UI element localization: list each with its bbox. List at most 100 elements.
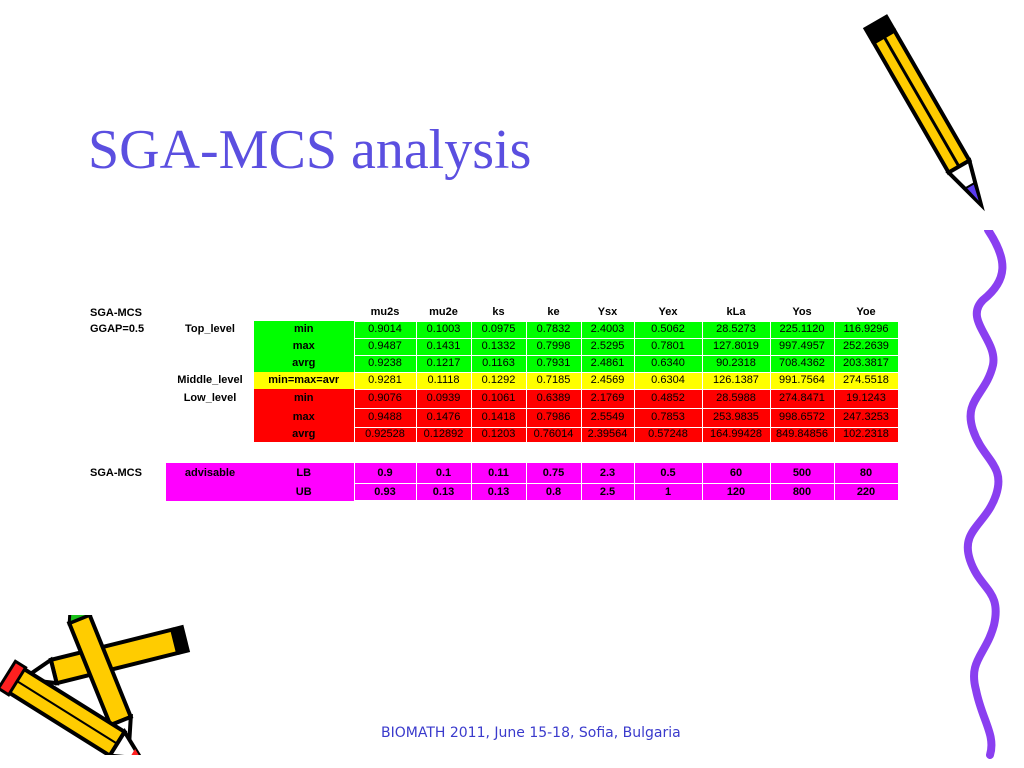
value-cell: 2.4003 <box>580 320 635 339</box>
value-cell: 274.8471 <box>769 388 835 409</box>
pencil-icon <box>862 14 985 212</box>
value-cell: 2.1769 <box>580 388 635 409</box>
value-cell: 0.9076 <box>353 388 417 409</box>
table-row: avrg 0.92528 0.12892 0.1203 0.76014 2.39… <box>82 426 899 443</box>
column-header: kLa <box>726 306 746 319</box>
value-cell: 164.99428 <box>701 426 771 443</box>
value-cell: 274.5518 <box>833 371 899 390</box>
table-row: SGA-MCS advisable LB 0.9 0.1 0.11 0.75 2… <box>82 462 899 484</box>
value-cell: 225.1120 <box>769 320 835 339</box>
slide-footer: BIOMATH 2011, June 15-18, Sofia, Bulgari… <box>381 725 681 741</box>
table-corner-label: SGA-MCS <box>90 306 142 319</box>
value-cell: 0.9 <box>353 462 417 484</box>
value-cell: 2.5 <box>580 483 635 501</box>
value-cell: 19.1243 <box>833 388 899 409</box>
column-header: mu2s <box>370 306 400 319</box>
ggap-label: GGAP=0.5 <box>90 323 145 335</box>
value-cell: 0.9487 <box>353 337 417 356</box>
group-label-middle: Middle_level <box>177 374 243 386</box>
table-row: max 0.9488 0.1476 0.1418 0.7986 2.5549 0… <box>82 407 899 428</box>
value-cell: 247.3253 <box>833 407 899 428</box>
value-cell: 0.1003 <box>415 320 472 339</box>
value-cell: 0.6389 <box>525 388 582 409</box>
value-cell: 0.5 <box>633 462 703 484</box>
value-cell: 116.9296 <box>833 320 899 339</box>
value-cell: 0.1203 <box>470 426 527 443</box>
table-row: GGAP=0.5 Top_level min 0.9014 0.1003 0.0… <box>82 320 899 339</box>
value-cell: 800 <box>769 483 835 501</box>
value-cell: 0.75 <box>525 462 582 484</box>
column-header: ke <box>547 306 560 319</box>
value-cell: 0.1118 <box>415 371 472 390</box>
value-cell: 0.7801 <box>633 337 703 356</box>
value-cell: 252.2639 <box>833 337 899 356</box>
value-cell: 0.76014 <box>525 426 582 443</box>
stat-label: max <box>254 408 354 427</box>
value-cell: 0.4852 <box>633 388 703 409</box>
value-cell: 0.7185 <box>525 371 582 390</box>
column-header: Yex <box>658 306 678 319</box>
value-cell: 0.0939 <box>415 388 472 409</box>
value-cell: 849.84856 <box>769 426 835 443</box>
value-cell: 998.6572 <box>769 407 835 428</box>
value-cell: 0.7986 <box>525 407 582 428</box>
group-label-top: Top_level <box>185 323 235 335</box>
value-cell: 0.7853 <box>633 407 703 428</box>
stat-label: avrg <box>254 427 354 442</box>
value-cell: 0.7998 <box>525 337 582 356</box>
column-header: ks <box>492 306 505 319</box>
value-cell: 0.1061 <box>470 388 527 409</box>
value-cell: 0.57248 <box>633 426 703 443</box>
table-row: Middle_level min=max=avr 0.9281 0.1118 0… <box>82 371 899 390</box>
value-cell: 0.1217 <box>415 354 472 373</box>
value-cell: 1 <box>633 483 703 501</box>
value-cell: 2.39564 <box>580 426 635 443</box>
table-row: max 0.9487 0.1431 0.1332 0.7998 2.5295 0… <box>82 337 899 356</box>
value-cell: 0.1292 <box>470 371 527 390</box>
value-cell: 0.0975 <box>470 320 527 339</box>
value-cell: 253.9835 <box>701 407 771 428</box>
value-cell: 0.11 <box>470 462 527 484</box>
value-cell: 28.5988 <box>701 388 771 409</box>
value-cell: 0.1 <box>415 462 472 484</box>
bounds-table-label: SGA-MCS <box>90 466 142 479</box>
value-cell: 0.1431 <box>415 337 472 356</box>
slide-title: SGA-MCS analysis <box>88 119 532 181</box>
table-row: Low_level min 0.9076 0.0939 0.1061 0.638… <box>82 388 899 409</box>
value-cell: 0.1418 <box>470 407 527 428</box>
value-cell: 0.9281 <box>353 371 417 390</box>
stat-label: avrg <box>254 355 354 372</box>
value-cell: 220 <box>833 483 899 501</box>
value-cell: 0.7832 <box>525 320 582 339</box>
wavy-line-border <box>963 230 1007 759</box>
value-cell: 0.9238 <box>353 354 417 373</box>
value-cell: 500 <box>769 462 835 484</box>
value-cell: 120 <box>701 483 771 501</box>
value-cell: 80 <box>833 462 899 484</box>
value-cell: 102.2318 <box>833 426 899 443</box>
group-label-low: Low_level <box>183 392 237 404</box>
stat-label: min=max=avr <box>254 372 354 389</box>
value-cell: 0.13 <box>470 483 527 501</box>
value-cell: 0.8 <box>525 483 582 501</box>
value-cell: 0.6340 <box>633 354 703 373</box>
value-cell: 2.5295 <box>580 337 635 356</box>
value-cell: 0.7931 <box>525 354 582 373</box>
value-cell: 126.1387 <box>701 371 771 390</box>
value-cell: 0.9014 <box>353 320 417 339</box>
crossed-pencils-icon <box>0 615 191 755</box>
bound-label: LB <box>254 462 354 484</box>
table-row: avrg 0.9238 0.1217 0.1163 0.7931 2.4861 … <box>82 354 899 373</box>
advisable-bounds-table: SGA-MCS advisable LB 0.9 0.1 0.11 0.75 2… <box>82 462 899 501</box>
value-cell: 90.2318 <box>701 354 771 373</box>
value-cell: 2.3 <box>580 462 635 484</box>
stat-label: min <box>254 389 354 408</box>
column-header: Ysx <box>597 306 618 319</box>
value-cell: 0.6304 <box>633 371 703 390</box>
column-header: Yoe <box>856 306 876 319</box>
value-cell: 0.1332 <box>470 337 527 356</box>
advisable-label: advisable <box>166 462 254 484</box>
stat-label: max <box>254 338 354 355</box>
value-cell: 28.5273 <box>701 320 771 339</box>
value-cell: 2.4569 <box>580 371 635 390</box>
